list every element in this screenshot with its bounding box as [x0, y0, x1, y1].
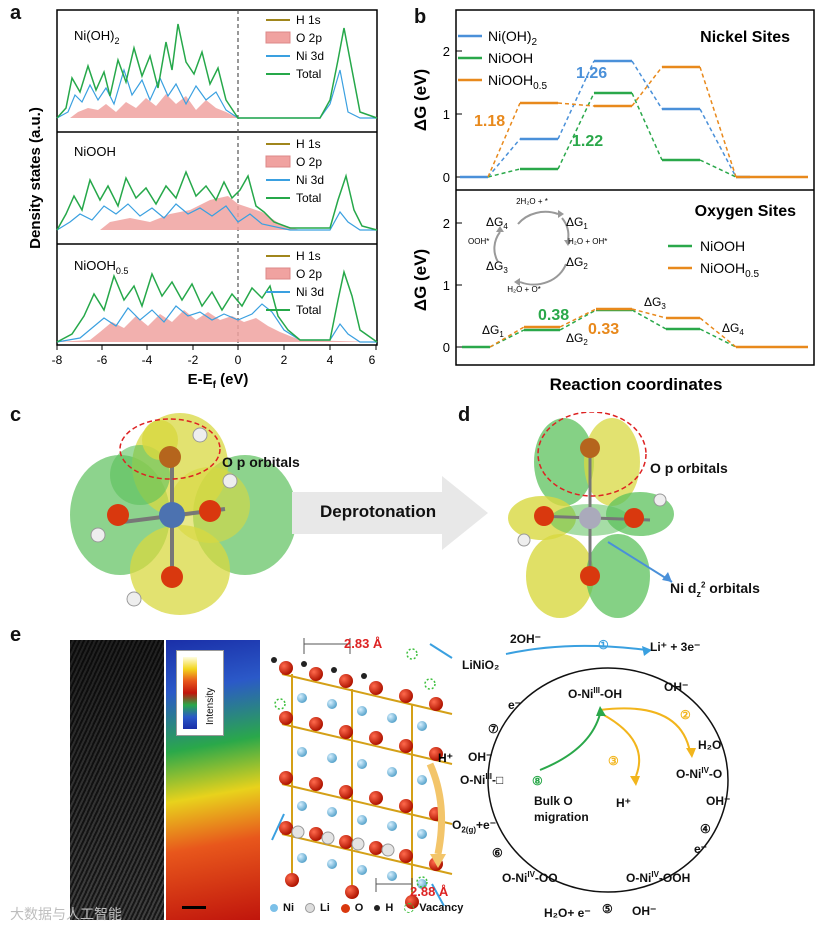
panel-d-orbital-image — [508, 412, 674, 618]
nickel-sites-levels — [460, 59, 808, 179]
scale-bar — [182, 906, 206, 909]
svg-text:2.83 Å: 2.83 Å — [344, 636, 383, 651]
svg-text:Total: Total — [296, 67, 321, 81]
panel-a-legend-3: H 1s O 2p Ni 3d Total — [265, 249, 324, 317]
svg-text:Ni(OH)2: Ni(OH)2 — [488, 28, 538, 48]
watermark: 大数据与人工智能 — [10, 906, 122, 922]
svg-text:NiOOH: NiOOH — [488, 50, 533, 66]
svg-text:-8: -8 — [52, 353, 63, 367]
panel-a-label: a — [10, 2, 22, 24]
panel-a-y-label: Density states (a.u.) — [27, 107, 44, 249]
svg-text:-4: -4 — [142, 353, 153, 367]
subpanel3-name: NiOOH0.5 — [74, 258, 128, 276]
svg-text:ΔG1: ΔG1 — [482, 323, 504, 339]
svg-text:ΔG2: ΔG2 — [566, 255, 588, 271]
panel-b-bottom-legend: NiOOH NiOOH0.5 — [668, 238, 759, 280]
svg-text:NiOOH: NiOOH — [700, 238, 745, 254]
svg-text:NiOOH0.5: NiOOH0.5 — [488, 72, 547, 92]
svg-text:2: 2 — [443, 44, 450, 59]
annotation-1-22: 1.22 — [572, 133, 603, 150]
svg-text:Ni 3d: Ni 3d — [296, 173, 324, 187]
subpanel1-name: Ni(OH)2 — [74, 28, 119, 46]
svg-text:2: 2 — [281, 353, 288, 367]
svg-text:Total: Total — [296, 303, 321, 317]
panel-a-dos-plots: Ni(OH)2 NiOOH NiOOH0.5 H 1s O 2p Ni 3d T… — [27, 9, 378, 391]
svg-text:ΔG4: ΔG4 — [486, 215, 508, 231]
svg-text:Ni 3d: Ni 3d — [296, 285, 324, 299]
svg-text:OOH*: OOH* — [468, 237, 489, 246]
svg-text:-6: -6 — [97, 353, 108, 367]
crystal-structure: 2.83 Å 2.88 Å H⁺ — [271, 636, 453, 909]
panel-c-orbital-image — [70, 413, 297, 615]
panel-e-label: e — [10, 624, 22, 646]
svg-text:0: 0 — [443, 170, 450, 185]
svg-text:O 2p: O 2p — [296, 31, 322, 45]
svg-text:ΔG4: ΔG4 — [722, 321, 744, 337]
panel-b-bottom-y-ticks: 0 1 2 — [443, 216, 462, 355]
oer-cycle-diagram: 2H₂O + * H₂O + OH* H₂O + O* OOH* ΔG4 ΔG1… — [468, 197, 607, 294]
panel-c-label: c — [10, 404, 22, 426]
subpanel2-name: NiOOH — [74, 144, 116, 159]
panel-b-top-y-ticks: 0 1 2 — [443, 44, 462, 185]
svg-text:0: 0 — [235, 353, 242, 367]
svg-text:ΔG2: ΔG2 — [566, 331, 588, 347]
annotation-0-33: 0.33 — [588, 321, 619, 338]
svg-text:H₂O + OH*: H₂O + OH* — [568, 237, 607, 246]
panel-b-bottom-y-label: ΔG (eV) — [411, 249, 430, 311]
svg-text:NiOOH0.5: NiOOH0.5 — [700, 260, 759, 280]
svg-text:ΔG1: ΔG1 — [566, 215, 588, 231]
svg-text:1: 1 — [443, 278, 450, 293]
oxygen-sites-levels — [462, 307, 808, 349]
svg-text:H 1s: H 1s — [296, 13, 321, 27]
svg-text:O 2p: O 2p — [296, 267, 322, 281]
annotation-0-38: 0.38 — [538, 307, 569, 324]
oxygen-sites-title: Oxygen Sites — [695, 203, 796, 220]
deprotonation-label: Deprotonation — [320, 502, 437, 521]
annotation-1-26: 1.26 — [576, 65, 607, 82]
panel-b-top-y-label: ΔG (eV) — [411, 69, 430, 131]
nickel-sites-title: Nickel Sites — [700, 29, 790, 46]
deprotonation-arrow — [292, 476, 488, 550]
panel-a-x-label: E-Ef (eV) — [188, 371, 249, 391]
svg-text:Ni 3d: Ni 3d — [296, 49, 324, 63]
svg-text:1: 1 — [443, 107, 450, 122]
panel-b-label: b — [414, 6, 427, 28]
svg-text:2: 2 — [443, 216, 450, 231]
panel-c-o-p-orbitals-label: O p orbitals — [222, 454, 300, 470]
intensity-colorbar: Intensity — [176, 650, 224, 736]
panel-d-label: d — [458, 404, 471, 426]
svg-text:-2: -2 — [188, 353, 199, 367]
annotation-1-18: 1.18 — [474, 113, 505, 130]
panel-a-x-ticks: -8 -6 -4 -2 0 2 4 6 — [52, 345, 377, 367]
svg-text:H₂O + O*: H₂O + O* — [507, 285, 541, 294]
svg-text:2.88 Å: 2.88 Å — [410, 884, 449, 899]
panel-b-free-energy-plots: 0 1 2 ΔG (eV) — [411, 9, 815, 394]
svg-text:O 2p: O 2p — [296, 155, 322, 169]
stem-grayscale-image — [70, 640, 164, 920]
panel-b-top-legend: Ni(OH)2 NiOOH NiOOH0.5 — [458, 28, 547, 92]
panel-b-x-label: Reaction coordinates — [550, 375, 723, 394]
panel-d-o-p-orbitals-label: O p orbitals — [650, 460, 728, 476]
crystal-legend: Ni Li O H Vacancy — [270, 902, 463, 914]
svg-text:H 1s: H 1s — [296, 137, 321, 151]
panel-d-ni-orbitals-label: Ni dz2 orbitals — [670, 580, 760, 599]
panel-a-legend-1: H 1s O 2p Ni 3d Total — [265, 13, 324, 81]
svg-text:ΔG3: ΔG3 — [486, 259, 508, 275]
svg-text:ΔG3: ΔG3 — [644, 295, 666, 311]
svg-text:H⁺: H⁺ — [438, 751, 453, 765]
panel-a-legend-2: H 1s O 2p Ni 3d Total — [265, 137, 324, 205]
reaction-cycle — [487, 644, 729, 893]
svg-text:H 1s: H 1s — [296, 249, 321, 263]
svg-text:0: 0 — [443, 340, 450, 355]
svg-text:4: 4 — [327, 353, 334, 367]
svg-text:6: 6 — [369, 353, 376, 367]
svg-text:2H₂O + *: 2H₂O + * — [516, 197, 548, 206]
cycle-labels: 2OH⁻ ① Li⁺ + 3e⁻ LiNiO₂ O-NiIII-OH OH⁻ ②… — [452, 632, 731, 920]
svg-text:Total: Total — [296, 191, 321, 205]
